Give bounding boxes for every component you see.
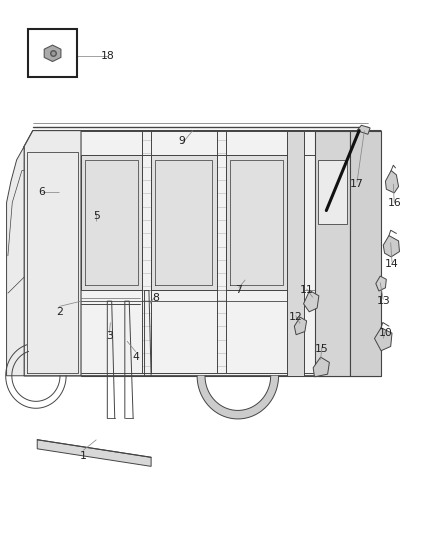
Text: 3: 3 [106, 331, 113, 341]
Polygon shape [357, 125, 370, 134]
Polygon shape [313, 357, 329, 377]
Text: 6: 6 [38, 187, 45, 197]
Text: 15: 15 [315, 344, 329, 354]
Text: 9: 9 [178, 136, 185, 146]
Text: 14: 14 [385, 259, 399, 269]
Polygon shape [374, 328, 392, 351]
Polygon shape [385, 171, 399, 193]
Text: 12: 12 [289, 312, 303, 322]
Polygon shape [37, 440, 151, 466]
Polygon shape [294, 317, 307, 335]
Polygon shape [7, 147, 24, 376]
Polygon shape [24, 131, 81, 376]
Polygon shape [197, 376, 279, 419]
Text: 4: 4 [132, 352, 139, 362]
Polygon shape [24, 131, 381, 376]
Text: 7: 7 [235, 286, 242, 295]
Text: 1: 1 [80, 451, 87, 461]
Text: 10: 10 [378, 328, 392, 338]
Polygon shape [304, 290, 319, 312]
Polygon shape [81, 155, 142, 290]
Text: 13: 13 [376, 296, 390, 306]
Polygon shape [318, 160, 347, 224]
Polygon shape [287, 131, 304, 376]
Polygon shape [226, 155, 287, 290]
Polygon shape [376, 276, 386, 291]
Text: 17: 17 [350, 179, 364, 189]
Polygon shape [315, 131, 350, 376]
Polygon shape [44, 45, 61, 61]
Polygon shape [383, 236, 399, 257]
Bar [28, 29, 77, 77]
Polygon shape [350, 131, 381, 376]
Polygon shape [151, 155, 217, 290]
Text: 18: 18 [100, 51, 114, 61]
Text: 2: 2 [56, 307, 63, 317]
Text: 16: 16 [387, 198, 401, 207]
Text: 5: 5 [93, 211, 100, 221]
Text: 8: 8 [152, 294, 159, 303]
Text: 11: 11 [300, 286, 314, 295]
